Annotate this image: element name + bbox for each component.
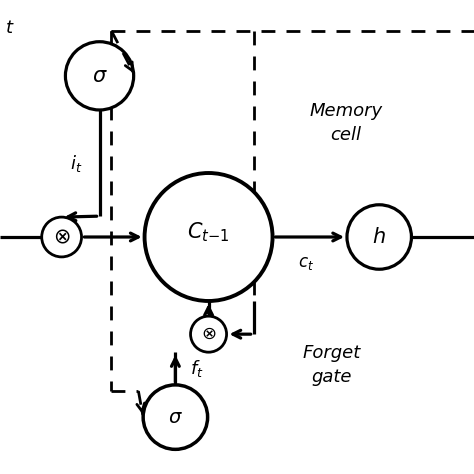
Text: $\sigma$: $\sigma$ [168,408,183,427]
Circle shape [191,316,227,352]
Text: $C_{t\mathrm{-}1}$: $C_{t\mathrm{-}1}$ [187,220,230,244]
Circle shape [42,217,82,257]
Circle shape [347,205,411,269]
Text: $f_t$: $f_t$ [190,358,203,379]
Text: $h$: $h$ [372,227,386,247]
Text: $\otimes$: $\otimes$ [53,227,70,247]
Circle shape [65,42,134,110]
Text: $i_t$: $i_t$ [70,153,82,174]
Text: $\sigma$: $\sigma$ [91,66,108,86]
Circle shape [145,173,273,301]
Text: $\otimes$: $\otimes$ [201,325,216,343]
Text: Memory
cell: Memory cell [310,102,383,144]
Circle shape [143,385,208,449]
Text: Forget
gate: Forget gate [303,344,361,386]
Text: $c_t$: $c_t$ [298,254,314,272]
Text: $t$: $t$ [5,19,14,37]
